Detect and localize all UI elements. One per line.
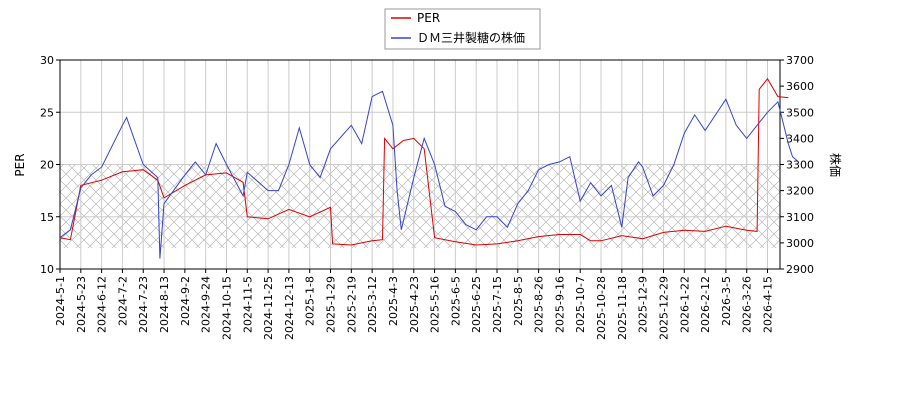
left-axis: 10 15 20 25 30 [40, 54, 60, 276]
x-tick-label: 2024-6-12 [96, 276, 109, 333]
x-tick-label: 2024-11-25 [262, 276, 275, 340]
right-tick-label: 3400 [786, 132, 814, 145]
right-tick-label: 3600 [786, 80, 814, 93]
right-tick-label: 3300 [786, 159, 814, 172]
x-tick-label: 2025-11-18 [616, 276, 629, 340]
x-tick-label: 2025-7-15 [491, 276, 504, 333]
x-tick-label: 2024-10-15 [220, 276, 233, 340]
x-tick-label: 2026-2-12 [699, 276, 712, 333]
x-tick-label: 2024-12-13 [283, 276, 296, 340]
x-tick-label: 2024-11-5 [241, 276, 254, 333]
x-tick-label: 2025-4-23 [408, 276, 421, 333]
x-tick-label: 2025-6-5 [449, 276, 462, 326]
legend-box [384, 8, 541, 50]
left-tick-label: 10 [40, 263, 54, 276]
x-tick-label: 2025-10-7 [574, 276, 587, 333]
left-tick-label: 25 [40, 106, 54, 119]
legend-label-per: PER [417, 11, 440, 25]
x-tick-label: 2024-7-23 [137, 276, 150, 333]
x-tick-label: 2024-5-23 [75, 276, 88, 333]
x-tick-label: 2025-5-16 [429, 276, 442, 333]
x-tick-label: 2025-1-29 [325, 276, 338, 333]
x-tick-label: 2024-9-2 [179, 276, 192, 326]
x-tick-label: 2026-3-26 [741, 276, 754, 333]
x-tick-label: 2024-5-1 [54, 276, 67, 326]
shaded-band [60, 164, 780, 249]
x-tick-label: 2024-7-2 [116, 276, 129, 326]
left-tick-label: 30 [40, 54, 54, 67]
x-tick-label: 2025-12-9 [637, 276, 650, 333]
x-tick-label: 2025-3-12 [366, 276, 379, 333]
x-tick-label: 2025-6-25 [470, 276, 483, 333]
right-tick-label: 3000 [786, 237, 814, 250]
right-axis: 2900 3000 3100 3200 3300 3400 3500 3600 3700 [780, 54, 814, 276]
left-axis-title: PER [13, 153, 27, 176]
x-axis: 2024-5-1 2024-5-23 2024-6-12 2024-7-2 2024-7… [54, 269, 775, 340]
right-tick-label: 2900 [786, 263, 814, 276]
right-axis-title: 株価 [828, 153, 843, 177]
left-tick-label: 20 [40, 159, 54, 172]
series-line-per [59, 77, 789, 246]
x-tick-label: 2025-9-16 [553, 276, 566, 333]
x-tick-label: 2025-8-5 [512, 276, 525, 326]
right-tick-label: 3200 [786, 185, 814, 198]
x-tick-label: 2025-4-3 [387, 276, 400, 326]
right-tick-label: 3700 [786, 54, 814, 67]
x-tick-label: 2024-8-13 [158, 276, 171, 333]
x-tick-label: 2025-2-19 [345, 276, 358, 333]
x-tick-label: 2026-4-15 [762, 276, 775, 333]
legend: PER ＤＭ三井製糖の株価 [384, 8, 541, 50]
x-tick-label: 2025-12-29 [657, 276, 670, 340]
x-tick-label: 2025-10-28 [595, 276, 608, 340]
series-lines [59, 77, 800, 259]
x-tick-label: 2025-1-8 [304, 276, 317, 326]
x-tick-label: 2024-9-24 [200, 276, 213, 333]
x-tick-label: 2026-1-22 [678, 276, 691, 333]
x-tick-label: 2025-8-26 [533, 276, 546, 333]
x-tick-label: 2026-3-5 [720, 276, 733, 326]
legend-label-price: ＤＭ三井製糖の株価 [417, 30, 525, 45]
right-tick-label: 3100 [786, 211, 814, 224]
left-tick-label: 15 [40, 211, 54, 224]
series-line-stock-price [59, 90, 800, 259]
right-tick-label: 3500 [786, 106, 814, 119]
